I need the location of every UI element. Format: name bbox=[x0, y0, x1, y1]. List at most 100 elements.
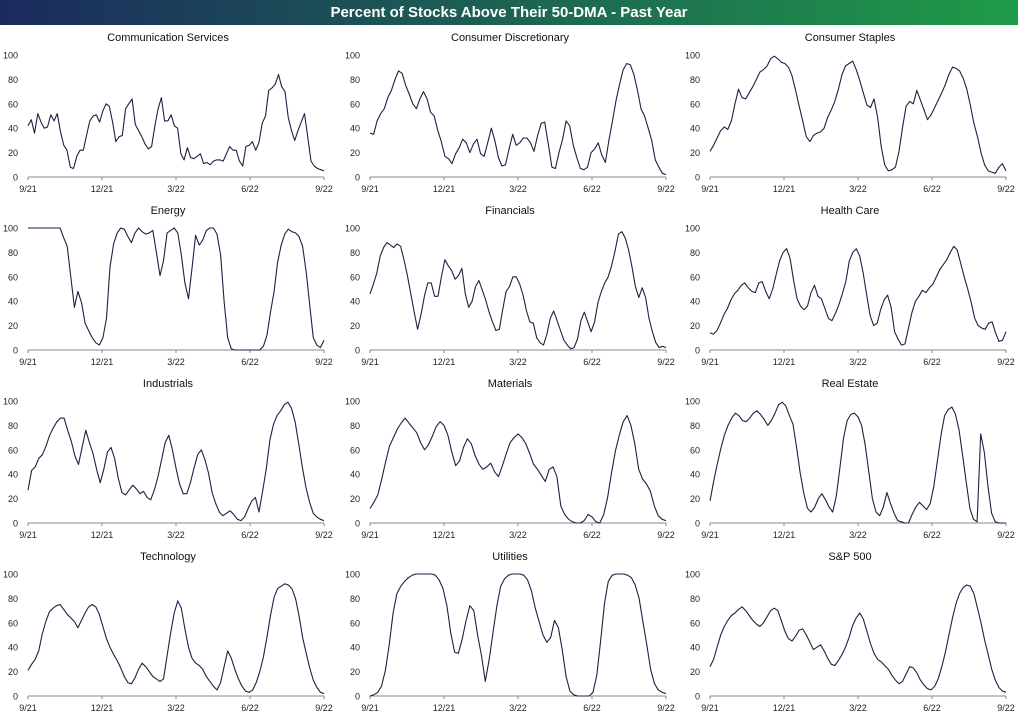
series-line bbox=[709, 55, 1007, 174]
x-tick-label: 6/22 bbox=[241, 703, 259, 713]
x-tick-label: 9/21 bbox=[701, 530, 719, 540]
x-tick-label: 9/22 bbox=[315, 530, 333, 540]
x-tick-label: 3/22 bbox=[849, 703, 867, 713]
x-tick-label: 6/22 bbox=[241, 357, 259, 367]
y-tick-label: 60 bbox=[350, 445, 360, 455]
y-tick-label: 100 bbox=[685, 570, 700, 580]
x-tick-label: 3/22 bbox=[509, 703, 527, 713]
chart-panel-6: Industrials 0 20 40 60 80 100 9/21 12/21 3/22 6/22… bbox=[3, 378, 333, 540]
y-tick-label: 0 bbox=[355, 519, 360, 529]
x-tick-label: 9/22 bbox=[657, 530, 675, 540]
y-tick-label: 80 bbox=[8, 421, 18, 431]
y-tick-label: 100 bbox=[3, 51, 18, 61]
y-tick-label: 100 bbox=[345, 224, 360, 234]
page-title: Percent of Stocks Above Their 50-DMA - P… bbox=[330, 4, 688, 21]
chart-panel-11: S&P 500 0 20 40 60 80 100 9/21 12/21 3/22 6/22 9/22 bbox=[685, 551, 1015, 713]
y-tick-label: 20 bbox=[690, 148, 700, 158]
y-tick-label: 40 bbox=[8, 470, 18, 480]
x-tick-label: 9/21 bbox=[19, 184, 37, 194]
x-tick-label: 12/21 bbox=[773, 184, 796, 194]
y-tick-label: 20 bbox=[350, 321, 360, 331]
x-tick-label: 3/22 bbox=[167, 530, 185, 540]
series-line bbox=[27, 583, 325, 695]
chart-panel-9: Technology 0 20 40 60 80 100 9/21 12/21 3/22 6/22 9… bbox=[3, 551, 333, 713]
y-tick-label: 40 bbox=[350, 470, 360, 480]
panel-title: Utilities bbox=[492, 551, 528, 563]
x-tick-label: 9/21 bbox=[361, 357, 379, 367]
x-tick-label: 9/22 bbox=[315, 357, 333, 367]
x-tick-label: 3/22 bbox=[849, 530, 867, 540]
x-tick-label: 9/21 bbox=[701, 703, 719, 713]
panel-title: Real Estate bbox=[822, 378, 879, 390]
y-tick-label: 0 bbox=[13, 173, 18, 183]
chart-banner: Percent of Stocks Above Their 50-DMA - P… bbox=[0, 0, 1018, 25]
x-tick-label: 12/21 bbox=[433, 184, 456, 194]
x-tick-label: 6/22 bbox=[241, 184, 259, 194]
x-tick-label: 12/21 bbox=[773, 530, 796, 540]
x-tick-label: 6/22 bbox=[583, 184, 601, 194]
y-tick-label: 0 bbox=[695, 519, 700, 529]
series-line bbox=[27, 73, 325, 172]
chart-panel-10: Utilities 0 20 40 60 80 100 9/21 12/21 3/22 6/22 9/… bbox=[345, 551, 675, 713]
panel-title: Technology bbox=[140, 551, 196, 563]
x-tick-label: 9/21 bbox=[19, 357, 37, 367]
panel-title: Materials bbox=[488, 378, 533, 390]
y-tick-label: 80 bbox=[350, 248, 360, 258]
y-tick-label: 20 bbox=[690, 667, 700, 677]
x-tick-label: 6/22 bbox=[583, 530, 601, 540]
x-tick-label: 9/22 bbox=[997, 184, 1015, 194]
x-tick-label: 9/22 bbox=[997, 357, 1015, 367]
y-tick-label: 80 bbox=[690, 594, 700, 604]
y-tick-label: 100 bbox=[685, 224, 700, 234]
y-tick-label: 60 bbox=[350, 99, 360, 109]
panel-title: Consumer Discretionary bbox=[451, 32, 569, 44]
y-tick-label: 60 bbox=[8, 99, 18, 109]
chart-panel-7: Materials 0 20 40 60 80 100 9/21 12/21 3/22 6/22 9/… bbox=[345, 378, 675, 540]
x-tick-label: 3/22 bbox=[509, 530, 527, 540]
y-tick-label: 20 bbox=[8, 148, 18, 158]
panel-title: Financials bbox=[485, 205, 535, 217]
y-tick-label: 100 bbox=[3, 224, 18, 234]
x-tick-label: 9/21 bbox=[701, 357, 719, 367]
chart-panel-1: Consumer Discretionary 0 20 40 60 80 100 9/21 12… bbox=[345, 32, 675, 194]
chart-panel-2: Consumer Staples 0 20 40 60 80 100 9/21 12/21 3/2… bbox=[685, 32, 1015, 194]
x-tick-label: 9/21 bbox=[361, 184, 379, 194]
y-tick-label: 60 bbox=[690, 272, 700, 282]
y-tick-label: 0 bbox=[13, 519, 18, 529]
x-tick-label: 6/22 bbox=[583, 357, 601, 367]
x-tick-label: 12/21 bbox=[773, 357, 796, 367]
x-tick-label: 3/22 bbox=[167, 357, 185, 367]
y-tick-label: 60 bbox=[690, 618, 700, 628]
x-tick-label: 6/22 bbox=[923, 184, 941, 194]
x-tick-label: 12/21 bbox=[91, 184, 114, 194]
y-tick-label: 40 bbox=[350, 643, 360, 653]
y-tick-label: 60 bbox=[350, 272, 360, 282]
y-tick-label: 40 bbox=[8, 124, 18, 134]
y-tick-label: 0 bbox=[695, 692, 700, 702]
x-tick-label: 12/21 bbox=[91, 530, 114, 540]
x-tick-label: 12/21 bbox=[433, 530, 456, 540]
panel-title: Energy bbox=[151, 205, 186, 217]
y-tick-label: 100 bbox=[345, 51, 360, 61]
x-tick-label: 9/22 bbox=[657, 184, 675, 194]
x-tick-label: 9/21 bbox=[361, 530, 379, 540]
y-tick-label: 80 bbox=[8, 248, 18, 258]
chart-panel-4: Financials 0 20 40 60 80 100 9/21 12/21 3/22 6/22 9… bbox=[345, 205, 675, 367]
chart-panel-5: Health Care 0 20 40 60 80 100 9/21 12/21 3/22 6/22… bbox=[685, 205, 1015, 367]
x-tick-label: 9/22 bbox=[997, 703, 1015, 713]
x-tick-label: 12/21 bbox=[433, 357, 456, 367]
x-tick-label: 3/22 bbox=[509, 357, 527, 367]
x-tick-label: 6/22 bbox=[241, 530, 259, 540]
panel-title: Consumer Staples bbox=[805, 32, 896, 44]
y-tick-label: 20 bbox=[8, 321, 18, 331]
series-line bbox=[709, 401, 1006, 524]
y-tick-label: 80 bbox=[690, 421, 700, 431]
y-tick-label: 100 bbox=[345, 570, 360, 580]
x-tick-label: 9/22 bbox=[997, 530, 1015, 540]
x-tick-label: 9/21 bbox=[361, 703, 379, 713]
y-tick-label: 20 bbox=[690, 494, 700, 504]
y-tick-label: 40 bbox=[690, 470, 700, 480]
panel-title: Health Care bbox=[821, 205, 880, 217]
x-tick-label: 9/22 bbox=[315, 703, 333, 713]
x-tick-label: 3/22 bbox=[167, 703, 185, 713]
